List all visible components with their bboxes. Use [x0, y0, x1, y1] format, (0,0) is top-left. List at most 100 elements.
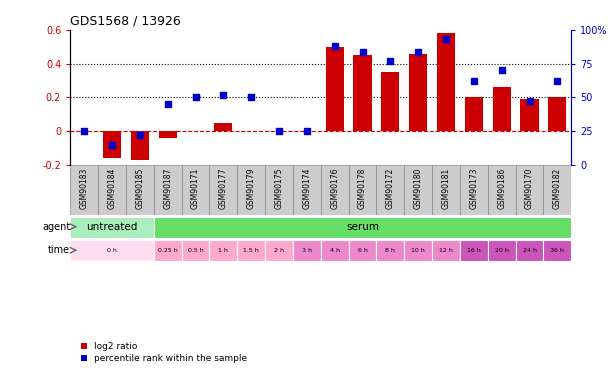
Bar	[488, 165, 516, 215]
Text: GSM90176: GSM90176	[330, 167, 339, 209]
Text: untreated: untreated	[86, 222, 137, 232]
Text: GSM90187: GSM90187	[163, 167, 172, 208]
Text: GSM90181: GSM90181	[442, 167, 450, 208]
Text: GSM90186: GSM90186	[497, 167, 506, 208]
Bar	[349, 165, 376, 215]
Text: GSM90175: GSM90175	[274, 167, 284, 209]
Bar	[432, 165, 460, 215]
Text: GSM90183: GSM90183	[79, 167, 89, 208]
Bar	[154, 216, 571, 238]
Point	[107, 142, 117, 148]
Point	[386, 58, 395, 64]
Bar	[354, 55, 371, 131]
Bar	[543, 240, 571, 261]
Text: 3 h: 3 h	[302, 248, 312, 253]
Bar	[181, 165, 210, 215]
Text: 0 h: 0 h	[107, 248, 117, 253]
Text: GSM90184: GSM90184	[108, 167, 117, 208]
Point	[525, 98, 535, 104]
Bar	[293, 240, 321, 261]
Bar	[70, 216, 154, 238]
Point	[413, 49, 423, 55]
Text: 2 h: 2 h	[274, 248, 284, 253]
Text: 12 h: 12 h	[439, 248, 453, 253]
Bar	[181, 240, 210, 261]
Bar	[237, 240, 265, 261]
Text: 10 h: 10 h	[411, 248, 425, 253]
Bar	[460, 165, 488, 215]
Point	[163, 101, 172, 107]
Text: serum: serum	[346, 222, 379, 232]
Text: 1 h: 1 h	[218, 248, 229, 253]
Text: GSM90172: GSM90172	[386, 167, 395, 208]
Bar	[543, 165, 571, 215]
Text: 1.5 h: 1.5 h	[243, 248, 259, 253]
Bar	[70, 165, 98, 215]
Point	[135, 132, 145, 138]
Text: GSM90171: GSM90171	[191, 167, 200, 208]
Bar	[465, 98, 483, 131]
Bar	[131, 131, 149, 160]
Text: 20 h: 20 h	[495, 248, 508, 253]
Bar	[521, 99, 538, 131]
Bar	[409, 54, 427, 131]
Text: GSM90180: GSM90180	[414, 167, 423, 208]
Bar	[516, 240, 543, 261]
Bar	[488, 240, 516, 261]
Bar	[460, 240, 488, 261]
Point	[219, 92, 229, 98]
Text: GSM90178: GSM90178	[358, 167, 367, 208]
Bar	[349, 240, 376, 261]
Bar	[321, 165, 349, 215]
Bar	[404, 240, 432, 261]
Point	[497, 68, 507, 74]
Bar	[404, 165, 432, 215]
Text: agent: agent	[42, 222, 70, 232]
Text: 0.5 h: 0.5 h	[188, 248, 203, 253]
Bar	[492, 87, 511, 131]
Bar	[376, 165, 404, 215]
Point	[246, 94, 256, 100]
Bar	[70, 240, 154, 261]
Bar	[154, 240, 181, 261]
Bar	[321, 240, 349, 261]
Point	[441, 36, 451, 42]
Point	[552, 78, 562, 84]
Point	[274, 128, 284, 134]
Point	[330, 43, 340, 49]
Text: GSM90177: GSM90177	[219, 167, 228, 209]
Bar	[126, 165, 154, 215]
Bar	[437, 33, 455, 131]
Bar	[210, 240, 237, 261]
Point	[469, 78, 479, 84]
Legend: log2 ratio, percentile rank within the sample: log2 ratio, percentile rank within the s…	[81, 342, 247, 363]
Bar	[326, 47, 344, 131]
Bar	[516, 165, 543, 215]
Text: time: time	[48, 245, 70, 255]
Bar	[376, 240, 404, 261]
Bar	[98, 165, 126, 215]
Text: GSM90174: GSM90174	[302, 167, 312, 209]
Text: 8 h: 8 h	[386, 248, 395, 253]
Point	[302, 128, 312, 134]
Bar	[159, 131, 177, 138]
Bar	[381, 72, 400, 131]
Text: 6 h: 6 h	[357, 248, 367, 253]
Text: 36 h: 36 h	[551, 248, 565, 253]
Text: 0.25 h: 0.25 h	[158, 248, 178, 253]
Text: GSM90173: GSM90173	[469, 167, 478, 209]
Text: 4 h: 4 h	[330, 248, 340, 253]
Bar	[432, 240, 460, 261]
Text: GDS1568 / 13926: GDS1568 / 13926	[70, 15, 181, 27]
Bar	[237, 165, 265, 215]
Text: GSM90170: GSM90170	[525, 167, 534, 209]
Text: GSM90185: GSM90185	[136, 167, 144, 208]
Bar	[265, 165, 293, 215]
Bar	[210, 165, 237, 215]
Text: 16 h: 16 h	[467, 248, 481, 253]
Bar	[154, 165, 181, 215]
Bar	[103, 131, 121, 158]
Text: GSM90182: GSM90182	[553, 167, 562, 208]
Text: 24 h: 24 h	[522, 248, 536, 253]
Bar	[265, 240, 293, 261]
